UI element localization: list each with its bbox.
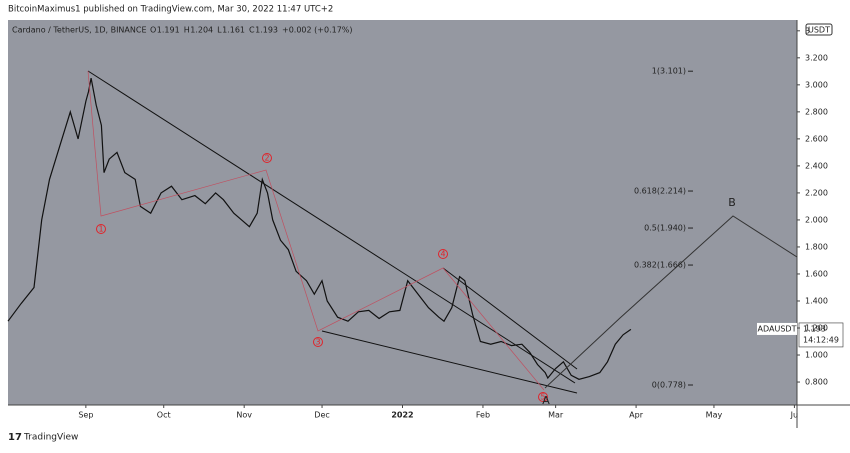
- wave-circle: [262, 153, 272, 163]
- y-tick-label: 1.800: [805, 242, 828, 251]
- x-tick-label: Ju: [790, 411, 798, 420]
- ohlc-text: O: [150, 26, 156, 35]
- fib-label: 0(0.778): [652, 381, 686, 390]
- y-tick-label: 2.800: [805, 107, 828, 116]
- y-tick-label: 0.800: [805, 378, 828, 387]
- wave-circle: [538, 392, 548, 402]
- wave-path: [87, 70, 545, 391]
- x-tick-label: Sep: [78, 411, 93, 420]
- wave-label: B: [728, 196, 736, 209]
- y-tick-label: 1.000: [805, 351, 828, 360]
- x-tick-label: Mar: [548, 411, 564, 420]
- ohlc-text: 1.193: [255, 26, 278, 35]
- y-tick-label: 2.600: [805, 134, 828, 143]
- currency-box: [805, 23, 833, 36]
- footer-logo: 17: [8, 432, 22, 443]
- y-tick-label: 1.600: [805, 269, 828, 278]
- wave-markers: 1 2 3 4 5 A B: [96, 153, 736, 407]
- x-tick-label: Apr: [629, 411, 644, 420]
- x-tick-label: 2022: [391, 411, 413, 420]
- y-tick-label: 3.200: [805, 53, 828, 62]
- wave-label: A: [542, 394, 550, 407]
- ohlc-text: L: [217, 26, 222, 35]
- y-tick-label: 3: [805, 26, 810, 35]
- y-tick-label: 2.000: [805, 215, 828, 224]
- fib-label: 1(3.101): [652, 67, 686, 76]
- chart-title: Cardano / TetherUS, 1D, BINANCE: [12, 26, 147, 35]
- y-tick-label: 1.400: [805, 296, 828, 305]
- x-tick-label: Oct: [157, 411, 171, 420]
- last-price-bg: [798, 322, 844, 348]
- header: BitcoinMaximus1 published on TradingView…: [8, 5, 333, 15]
- y-tick-label: 2.400: [805, 161, 828, 170]
- ohlc-text: C: [249, 26, 255, 35]
- wave-label: 1: [98, 225, 103, 234]
- plot-area: [8, 20, 797, 405]
- last-price: 1.193: [803, 324, 826, 333]
- x-tick-label: Nov: [236, 411, 252, 420]
- x-tick-label: Dec: [314, 411, 329, 420]
- wave-circle: [96, 224, 106, 234]
- price-line: [7, 77, 632, 380]
- fib-label: 0.618(2.214): [634, 187, 686, 196]
- x-tick-label: Feb: [476, 411, 490, 420]
- fib-label: 0.5(1.940): [644, 224, 686, 233]
- price-axis: [797, 20, 850, 428]
- wave-label: 3: [315, 338, 320, 347]
- symbol: ADAUSDT: [758, 324, 797, 333]
- fib-label: 0.382(1.666): [634, 261, 686, 270]
- footer-brand: TradingView: [23, 433, 78, 443]
- currency: USDT: [808, 26, 830, 35]
- ohlc-text: 1.161: [222, 26, 245, 35]
- trendlines: [87, 70, 798, 394]
- wave-circle: [438, 249, 448, 259]
- wave-label: 5: [540, 393, 545, 402]
- legend: Cardano / TetherUS, 1D, BINANCE O 1.191 H 1…: [12, 26, 353, 35]
- ohlc-text: H: [184, 26, 190, 35]
- symbol-box: [757, 322, 797, 335]
- x-tick-label: May: [706, 411, 723, 420]
- wave-circle: [313, 337, 323, 347]
- ohlc-text: +0.002 (+0.17%): [282, 26, 353, 35]
- y-tick-label: 1.200: [805, 324, 828, 333]
- y-tick-label: 2.200: [805, 188, 828, 197]
- axes: 0.800 1.000 1.200 1.400 1.600 1.800 2.000 2.200…: [78, 26, 828, 419]
- last-price-box: ADAUSDT 1.193 14:12:49: [757, 322, 844, 348]
- ohlc-text: 1.191: [157, 26, 180, 35]
- series-layer: [7, 77, 632, 380]
- wave-label: 2: [264, 154, 269, 163]
- wave-label: 4: [440, 250, 445, 259]
- ohlc-text: 1.204: [190, 26, 213, 35]
- y-tick-label: 3.000: [805, 80, 828, 89]
- countdown: 14:12:49: [803, 335, 839, 344]
